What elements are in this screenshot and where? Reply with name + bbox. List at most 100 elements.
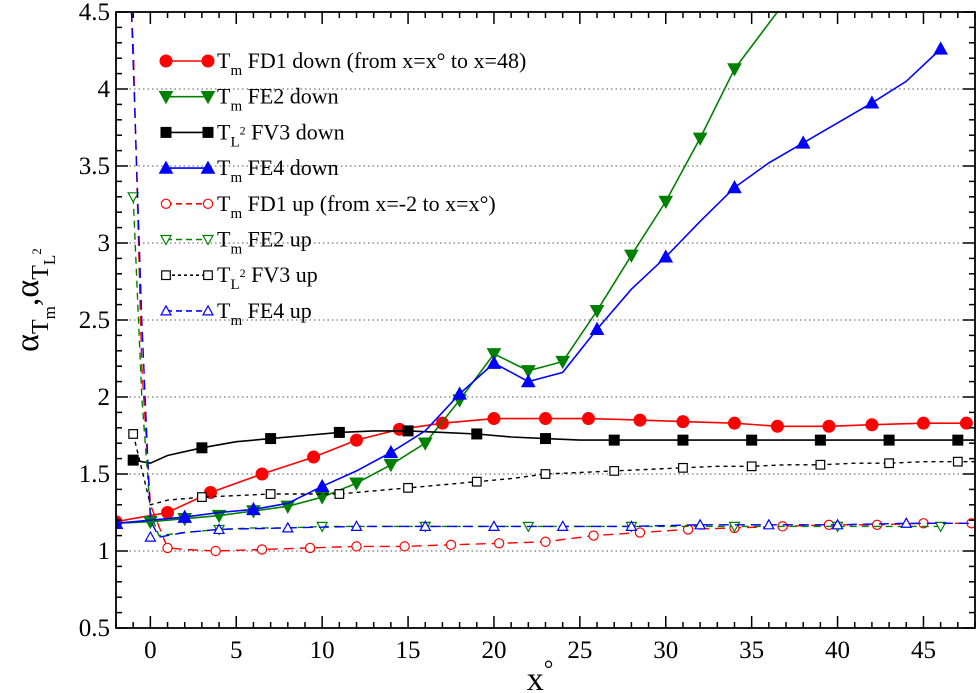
y-axis-title-sub-1: T xyxy=(28,319,54,334)
legend-entry-4: Tm FE4 down xyxy=(158,155,339,186)
data-point xyxy=(520,374,536,388)
data-point xyxy=(383,459,399,473)
y-axis-title: αTm,αTL2 xyxy=(9,248,59,352)
data-point xyxy=(197,492,207,502)
legend-marker-end xyxy=(202,198,214,209)
data-point xyxy=(746,461,757,472)
legend-label: Tm FE4 down xyxy=(217,155,339,186)
data-point xyxy=(349,477,364,491)
axis-ticks xyxy=(115,11,976,629)
data-point xyxy=(540,469,551,479)
data-point xyxy=(210,545,221,557)
x-tick-label: 5 xyxy=(230,637,243,664)
x-tick-label: 30 xyxy=(653,637,678,664)
data-point xyxy=(865,418,879,432)
data-point xyxy=(399,541,410,552)
legend-marker-end xyxy=(203,270,213,281)
data-point xyxy=(633,413,647,427)
data-point xyxy=(445,539,457,551)
legend-entry-3: TL2 FV3 down xyxy=(160,119,345,150)
data-point xyxy=(727,180,742,194)
legend-marker-end xyxy=(202,126,214,138)
y-axis-title-subsub-1: m xyxy=(40,306,59,319)
series-8 xyxy=(130,12,975,542)
y-axis-title-alpha-1: α xyxy=(9,334,46,352)
series-7 xyxy=(128,429,975,506)
legend-entry-5: Tm FD1 up (from x=-2 to x=x°) xyxy=(160,191,496,222)
data-point xyxy=(540,433,551,445)
data-point xyxy=(486,355,502,369)
data-point xyxy=(333,426,345,438)
legend-label: Tm FE2 up xyxy=(217,227,312,258)
legend-entry-1: Tm FD1 down (from x=x° to x=48) xyxy=(159,48,526,79)
y-axis-title-comma: , xyxy=(9,298,46,307)
series-line-2 xyxy=(116,12,779,525)
x-tick-label: 25 xyxy=(567,637,592,664)
series-layer xyxy=(116,12,975,557)
data-point xyxy=(487,412,501,426)
data-point xyxy=(539,412,552,426)
data-point xyxy=(831,518,844,530)
data-point xyxy=(692,132,708,146)
legend-label: Tm FD1 down (from x=x° to x=48) xyxy=(217,48,526,79)
data-point xyxy=(486,348,502,362)
series-line-8 xyxy=(130,12,975,538)
legend-marker-start xyxy=(160,198,172,209)
legend-label: TL2 FV3 up xyxy=(217,262,318,293)
legend-marker-end xyxy=(201,234,215,246)
data-point xyxy=(770,419,784,433)
x-tick-label: 35 xyxy=(739,637,764,664)
data-point xyxy=(417,437,433,451)
data-point xyxy=(933,41,948,55)
data-point xyxy=(727,63,742,77)
x-axis-title-main: x xyxy=(527,661,544,693)
data-point xyxy=(281,521,294,533)
data-point xyxy=(471,428,483,440)
data-point xyxy=(589,305,605,319)
data-point xyxy=(677,434,689,446)
x-tick-label: 45 xyxy=(911,637,936,664)
data-point xyxy=(727,416,741,430)
y-tick-label: 4.5 xyxy=(79,0,110,26)
y-tick-label: 1.5 xyxy=(79,461,110,488)
x-tick-label: 0 xyxy=(144,637,157,664)
data-point xyxy=(334,489,345,499)
y-tick-label: 2 xyxy=(98,384,111,411)
data-point xyxy=(822,419,836,433)
legend-entry-2: Tm FE2 down xyxy=(158,84,339,115)
data-point xyxy=(634,527,646,538)
data-point xyxy=(255,467,269,481)
legend-marker-start xyxy=(160,126,172,138)
data-point xyxy=(608,434,620,446)
legend-marker-start xyxy=(159,234,173,246)
y-tick-label: 3.5 xyxy=(79,153,110,180)
data-point xyxy=(161,506,175,519)
x-tick-label: 20 xyxy=(481,637,506,664)
data-point xyxy=(555,355,571,370)
data-point xyxy=(864,95,880,109)
data-point xyxy=(471,476,482,487)
data-point xyxy=(383,444,399,459)
data-point xyxy=(493,538,505,549)
legend-entry-6: Tm FE2 up xyxy=(159,227,312,258)
data-point xyxy=(694,518,707,530)
data-point xyxy=(540,536,551,547)
x-tick-label: 15 xyxy=(396,637,421,664)
data-point xyxy=(127,454,139,466)
legend-marker-start xyxy=(159,54,173,68)
data-point xyxy=(419,520,432,531)
data-point xyxy=(265,433,277,445)
data-point xyxy=(624,249,639,263)
data-point xyxy=(487,520,500,531)
data-point xyxy=(916,416,930,430)
data-point xyxy=(581,412,595,426)
y-axis-title-subsup-2: 2 xyxy=(29,248,44,255)
data-point xyxy=(609,466,620,476)
data-point xyxy=(746,434,758,446)
data-point xyxy=(128,429,139,439)
x-tick-label: 10 xyxy=(310,637,335,664)
x-tick-label: 40 xyxy=(825,637,850,664)
data-point xyxy=(403,482,413,493)
data-point xyxy=(350,433,364,447)
data-point xyxy=(959,416,973,430)
